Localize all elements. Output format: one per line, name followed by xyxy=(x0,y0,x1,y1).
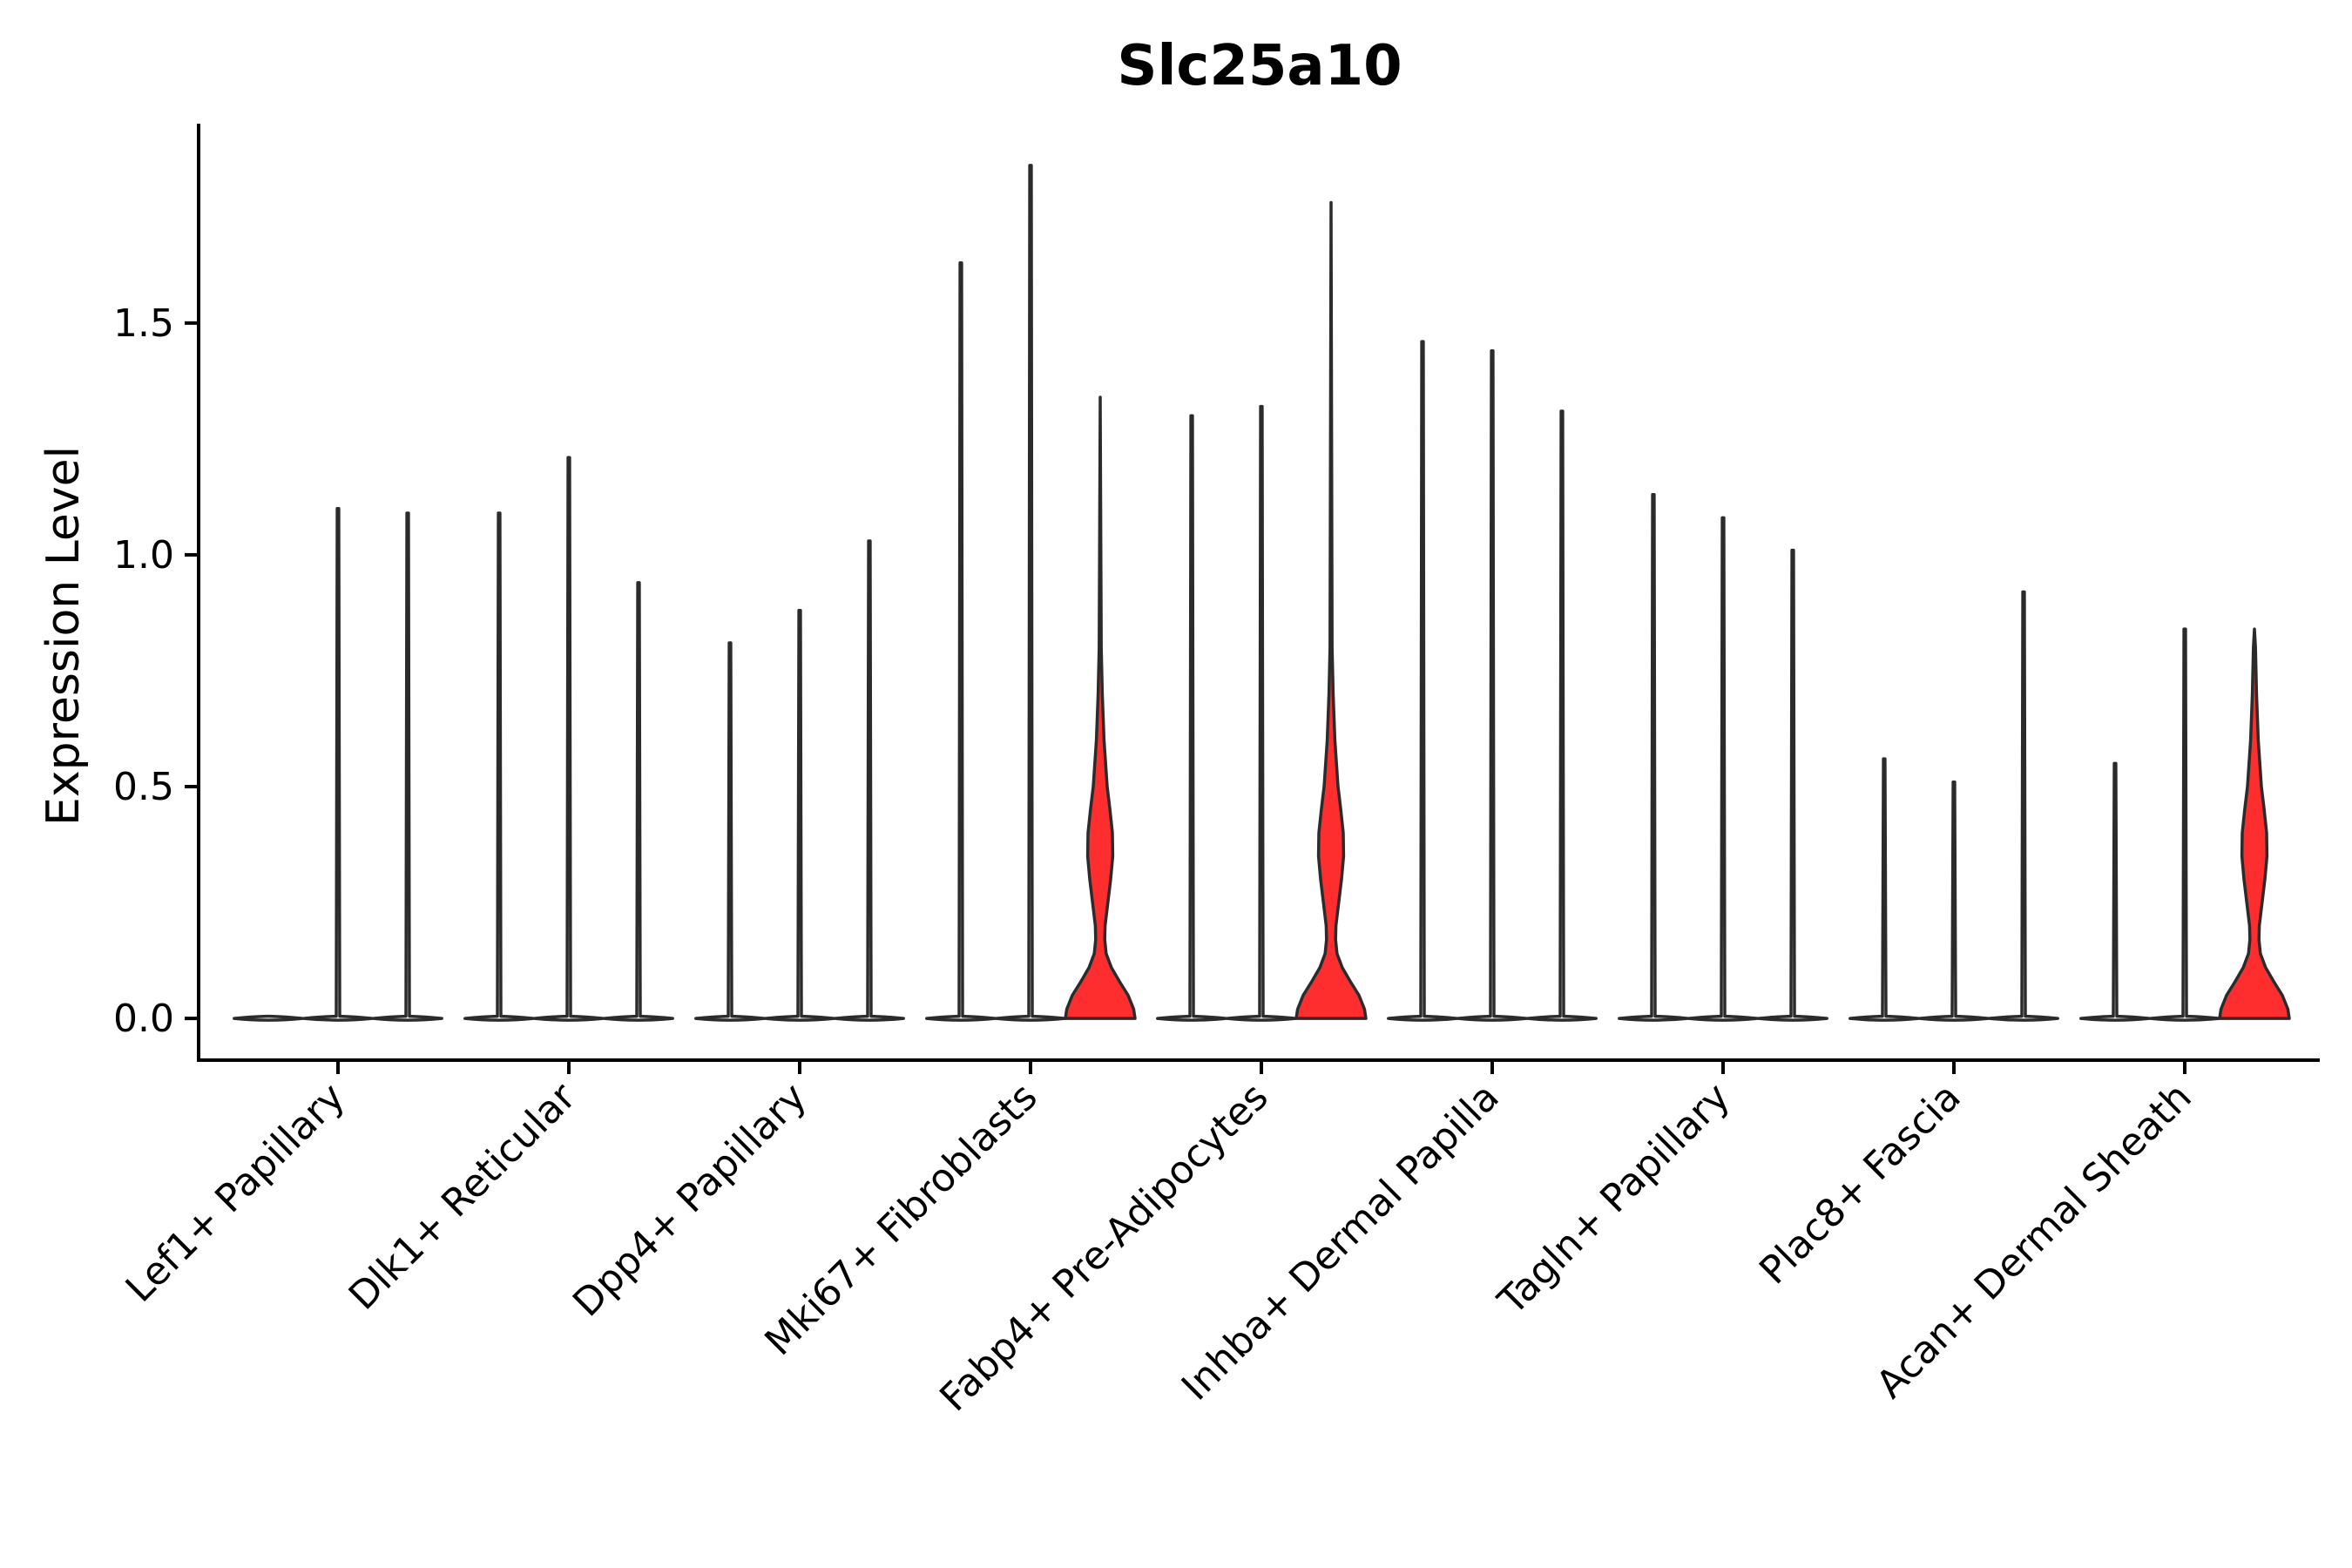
violin-plac8-fascia-1 xyxy=(1848,757,1920,1022)
violin-dpp4-papillary-3 xyxy=(834,539,905,1022)
y-tick-label: 0.0 xyxy=(113,997,174,1041)
violin-inhba-dermal-papilla-3 xyxy=(1526,409,1598,1022)
violin-dpp4-papillary-1 xyxy=(694,641,766,1022)
violin-dlk1-reticular-3 xyxy=(603,581,674,1022)
violin-mki67-fibroblasts-1 xyxy=(925,260,997,1022)
chart-title: Slc25a10 xyxy=(1117,34,1402,98)
violin-fabp4-pre-adipocytes-2 xyxy=(1226,404,1297,1022)
violin-group xyxy=(233,164,2291,1022)
violin-plac8-fascia-3 xyxy=(1988,590,2059,1022)
x-tick-label: Dlk1+ Reticular xyxy=(341,1074,585,1319)
violin-dlk1-reticular-2 xyxy=(533,456,605,1022)
x-tick-label: Plac8+ Fascia xyxy=(1751,1075,1970,1294)
violin-acan-dermal-sheath-2 xyxy=(2149,627,2220,1022)
violin-fabp4-pre-adipocytes-3 xyxy=(1294,200,1368,1020)
y-axis-label: Expression Level xyxy=(37,446,90,826)
violin-acan-dermal-sheath-3 xyxy=(2218,627,2291,1020)
violin-tagln-papillary-1 xyxy=(1618,492,1689,1022)
violin-dlk1-reticular-1 xyxy=(463,511,535,1022)
violin-lef1-papillary-2 xyxy=(302,506,374,1022)
x-tick-label: Lef1+ Papillary xyxy=(118,1075,354,1311)
violin-tagln-papillary-2 xyxy=(1687,516,1759,1022)
violin-lef1-papillary-1 xyxy=(233,1014,304,1022)
violin-plac8-fascia-2 xyxy=(1918,780,1990,1022)
violin-fabp4-pre-adipocytes-1 xyxy=(1156,414,1227,1022)
y-tick-label: 0.5 xyxy=(113,765,174,809)
violin-lef1-papillary-3 xyxy=(372,511,443,1022)
violin-acan-dermal-sheath-1 xyxy=(2079,761,2151,1022)
y-tick-label: 1.5 xyxy=(113,301,174,346)
violin-tagln-papillary-3 xyxy=(1757,548,1828,1022)
x-tick-label: Tagln+ Papillary xyxy=(1490,1075,1739,1324)
y-tick-label: 1.0 xyxy=(113,533,174,578)
x-tick-label: Dpp4+ Papillary xyxy=(564,1075,815,1326)
y-ticks: 0.0 0.5 1.0 1.5 xyxy=(113,301,199,1041)
violin-dpp4-papillary-2 xyxy=(764,609,835,1022)
axes xyxy=(197,124,2320,1062)
violin-mki67-fibroblasts-2 xyxy=(995,164,1066,1022)
violin-mki67-fibroblasts-3 xyxy=(1064,395,1137,1020)
violin-inhba-dermal-papilla-2 xyxy=(1456,349,1528,1022)
violin-inhba-dermal-papilla-1 xyxy=(1387,340,1458,1022)
